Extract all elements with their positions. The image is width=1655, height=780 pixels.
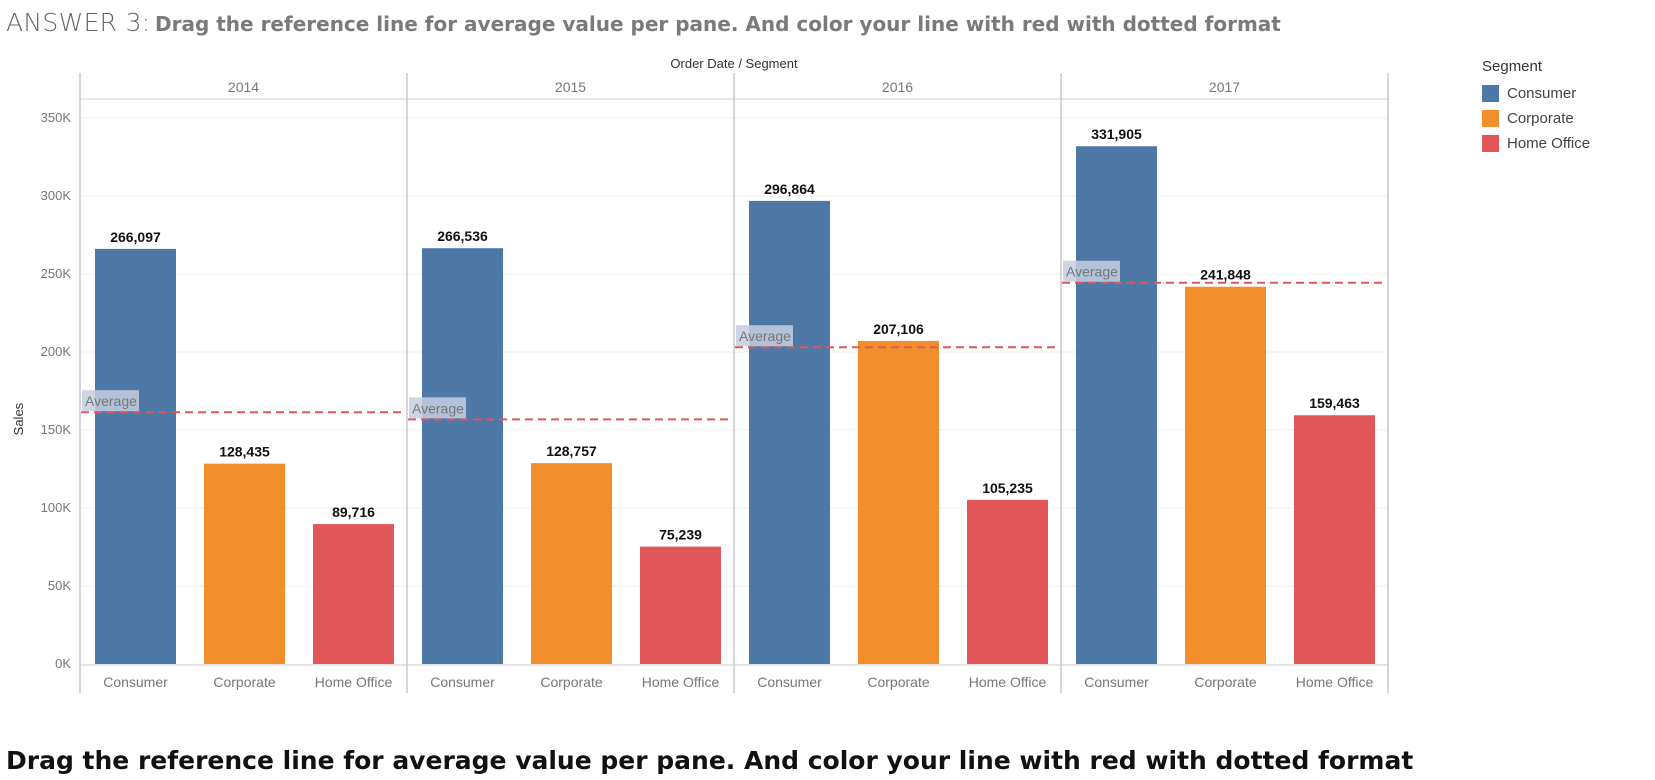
y-tick-label: 300K <box>41 188 72 203</box>
y-tick-label: 350K <box>41 110 72 125</box>
legend-swatch <box>1482 135 1499 152</box>
x-tick-label: Home Office <box>1296 674 1374 690</box>
legend-label: Home Office <box>1507 135 1591 152</box>
average-label-background <box>1063 260 1120 282</box>
bar-2015-consumer <box>422 248 503 664</box>
y-tick-label: 200K <box>41 344 72 359</box>
bar-2017-consumer <box>1076 146 1157 664</box>
data-label: 128,757 <box>546 443 597 459</box>
bar-2014-consumer <box>95 248 176 665</box>
year-header-2016: 2016 <box>882 79 913 95</box>
x-tick-label: Home Office <box>315 674 393 690</box>
data-label: 266,536 <box>437 228 488 244</box>
bar-2014-corporate <box>204 463 285 664</box>
x-tick-label: Corporate <box>213 674 275 690</box>
data-label: 159,463 <box>1309 395 1360 411</box>
bar-2016-consumer <box>749 200 830 665</box>
y-tick-label: 0K <box>55 656 71 671</box>
bar-2017-corporate <box>1185 286 1266 664</box>
legend-item-home-office[interactable]: Home Office <box>1482 131 1590 156</box>
y-tick-label: 150K <box>41 422 72 437</box>
bar-2016-home-office <box>967 499 1048 664</box>
average-label-background <box>82 390 139 412</box>
x-tick-label: Corporate <box>867 674 929 690</box>
sales-bar-chart: Order Date / Segment 0K 50K 100K 150K 200K 250… <box>11 56 1389 693</box>
average-label-background <box>736 325 793 347</box>
y-tick-label: 250K <box>41 266 72 281</box>
year-header-2017: 2017 <box>1209 79 1240 95</box>
legend-title: Segment <box>1482 58 1543 75</box>
average-label-2017: Average <box>1066 264 1118 280</box>
segment-legend: Segment Consumer Corporate Home Office <box>1482 58 1590 156</box>
x-tick-label: Consumer <box>103 674 168 690</box>
legend-swatch <box>1482 85 1499 102</box>
data-label: 266,097 <box>110 229 161 245</box>
data-label: 105,235 <box>982 480 1033 496</box>
data-label: 331,905 <box>1091 126 1142 142</box>
footer-instruction: Drag the reference line for average valu… <box>6 746 1414 775</box>
data-label: 296,864 <box>764 181 815 197</box>
average-label-2014: Average <box>85 393 137 409</box>
average-label-2016: Average <box>739 328 791 344</box>
x-tick-label: Consumer <box>430 674 495 690</box>
year-header-2015: 2015 <box>555 79 586 95</box>
page-header: ANSWER 3: Drag the reference line for av… <box>6 8 1281 37</box>
data-label: 89,716 <box>332 504 375 520</box>
legend-label: Consumer <box>1507 85 1577 102</box>
column-header: Order Date / Segment <box>670 56 798 71</box>
y-axis-label: Sales <box>11 402 26 435</box>
legend-item-corporate[interactable]: Corporate <box>1482 106 1590 131</box>
bar-2015-corporate <box>531 463 612 664</box>
data-label: 128,435 <box>219 444 270 460</box>
bar-2016-corporate <box>858 340 939 664</box>
header-subtitle: Drag the reference line for average valu… <box>155 12 1281 36</box>
x-tick-label: Consumer <box>757 674 822 690</box>
bar-2014-home-office <box>313 524 394 664</box>
y-tick-label: 50K <box>48 578 71 593</box>
bar-2015-home-office <box>640 546 721 664</box>
year-header-2014: 2014 <box>228 79 259 95</box>
data-label: 75,239 <box>659 527 702 543</box>
average-label-2015: Average <box>412 400 464 416</box>
answer-label: ANSWER 3: <box>6 8 151 37</box>
y-tick-label: 100K <box>41 500 72 515</box>
x-tick-label: Consumer <box>1084 674 1149 690</box>
legend-swatch <box>1482 110 1499 127</box>
data-label: 207,106 <box>873 321 924 337</box>
legend-item-consumer[interactable]: Consumer <box>1482 81 1590 106</box>
data-label: 241,848 <box>1200 267 1251 283</box>
x-tick-label: Corporate <box>540 674 602 690</box>
x-tick-label: Corporate <box>1194 674 1256 690</box>
legend-label: Corporate <box>1507 110 1574 127</box>
x-tick-label: Home Office <box>642 674 720 690</box>
x-tick-label: Home Office <box>969 674 1047 690</box>
average-label-background <box>409 397 466 419</box>
bar-2017-home-office <box>1294 415 1375 664</box>
